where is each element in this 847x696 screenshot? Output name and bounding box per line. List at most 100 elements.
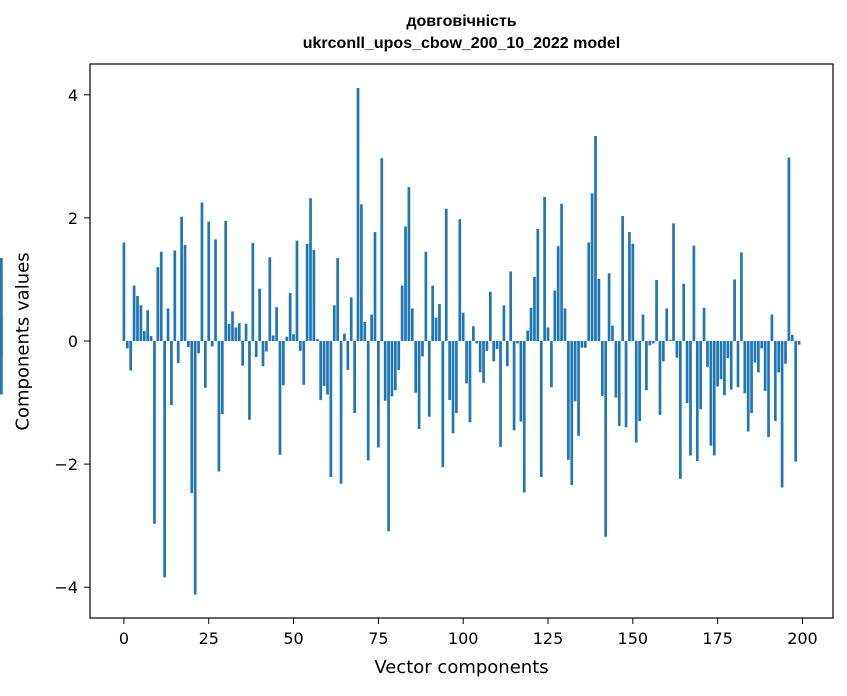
x-tick-label: 200 (787, 629, 818, 648)
bar (234, 327, 238, 341)
bar (404, 226, 407, 341)
bar (397, 341, 401, 370)
bar (336, 257, 340, 341)
bar (648, 341, 652, 346)
bar (343, 333, 346, 341)
bar (275, 307, 278, 341)
x-tick-label: 125 (533, 629, 564, 648)
bar (159, 251, 163, 341)
bar (505, 341, 509, 367)
bar (468, 341, 472, 423)
bar (770, 314, 774, 341)
bar (210, 341, 214, 347)
bar (455, 341, 458, 414)
bar (142, 331, 146, 341)
bar (702, 307, 706, 341)
bar (438, 304, 441, 341)
bar (305, 243, 309, 341)
bar (292, 334, 295, 341)
bar (729, 341, 733, 390)
bar (682, 283, 686, 341)
bar (390, 341, 394, 397)
bar (746, 341, 750, 432)
bar (451, 341, 455, 434)
bar (377, 341, 380, 448)
bar (166, 308, 170, 341)
y-tick-label: 2 (68, 209, 78, 228)
bar (434, 317, 438, 341)
bar (465, 341, 468, 384)
bar (261, 341, 265, 367)
x-tick-label: 25 (199, 629, 219, 648)
bar (319, 341, 323, 401)
bar (282, 341, 285, 386)
x-tick-label: 50 (283, 629, 303, 648)
bar (190, 341, 194, 494)
bar (332, 305, 336, 341)
x-tick-label: 100 (448, 629, 479, 648)
bar (356, 88, 360, 341)
bar (393, 341, 397, 391)
y-tick-label: −2 (54, 455, 78, 474)
bar (149, 336, 153, 341)
bar (797, 341, 801, 345)
bar (709, 341, 713, 446)
bar (777, 341, 781, 373)
bar (719, 341, 723, 380)
bar (220, 341, 224, 415)
bar (699, 341, 703, 410)
bar (278, 341, 282, 455)
bar (675, 341, 679, 358)
bar (509, 271, 513, 341)
bar (458, 219, 462, 341)
bar (607, 273, 611, 341)
bar (621, 216, 625, 341)
bar (784, 341, 787, 364)
bar (790, 334, 794, 341)
bar (543, 196, 546, 341)
bar (414, 341, 418, 393)
bar (519, 341, 523, 422)
bar (488, 291, 492, 341)
bar (193, 341, 197, 595)
bar (407, 187, 411, 341)
y-tick-label: 4 (68, 86, 78, 105)
bar (448, 341, 451, 401)
bar (573, 341, 577, 402)
bar (478, 341, 482, 373)
bar (231, 311, 234, 341)
bar (0, 257, 3, 341)
bar (672, 223, 675, 341)
bar (173, 250, 177, 341)
bar (794, 341, 798, 462)
bar (539, 341, 543, 478)
bar (750, 341, 753, 414)
chart-title: довговічність (406, 13, 517, 30)
bar (441, 341, 445, 468)
bar (224, 220, 228, 341)
bar (587, 242, 591, 341)
bar (773, 341, 777, 422)
bar (658, 341, 662, 415)
bar (431, 285, 435, 341)
bar (129, 341, 133, 371)
bar (203, 341, 207, 388)
bar (560, 203, 563, 341)
bar (665, 308, 669, 341)
bar (580, 341, 584, 348)
bar (387, 341, 390, 532)
bar (410, 308, 414, 341)
bar (614, 341, 618, 398)
bar (604, 341, 608, 537)
bar (600, 341, 604, 396)
bar (373, 232, 377, 341)
bar (254, 341, 258, 357)
bar (383, 341, 387, 401)
bar (241, 341, 245, 366)
bar (638, 341, 641, 422)
bar (326, 341, 329, 395)
bar (583, 341, 587, 348)
bar (590, 193, 594, 341)
